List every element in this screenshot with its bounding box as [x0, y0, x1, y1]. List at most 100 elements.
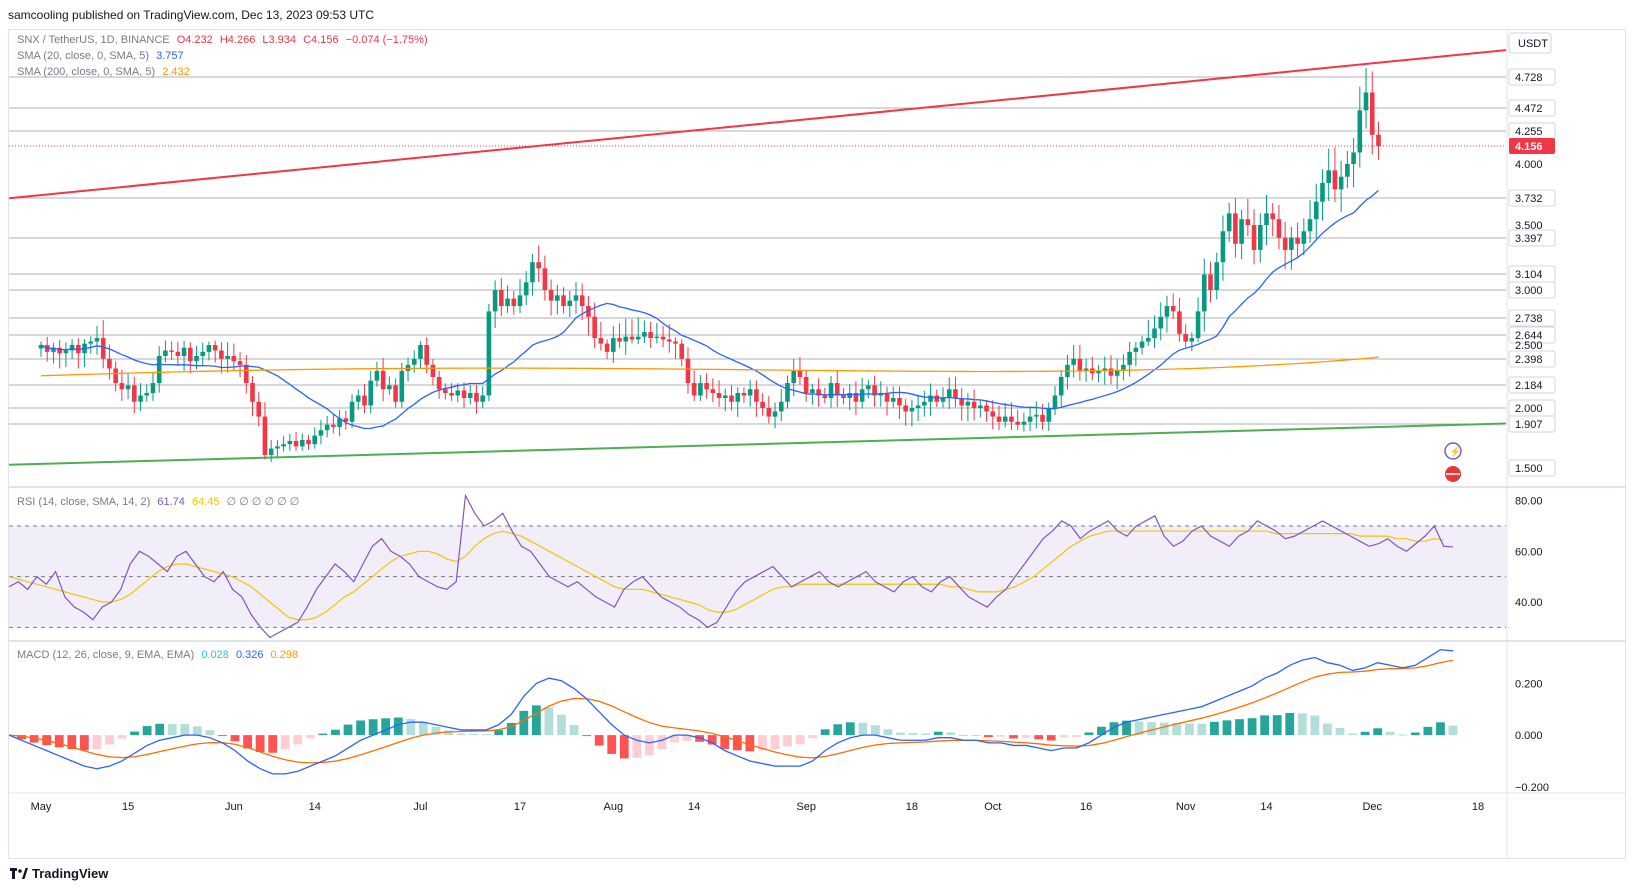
macd-hist-bar [494, 730, 504, 736]
lightning-icon [1444, 442, 1462, 460]
candle-body [691, 383, 697, 396]
price-level-badge [1508, 99, 1556, 117]
candle-body [853, 393, 859, 402]
candle-body [642, 332, 647, 337]
candle-body [1027, 416, 1033, 422]
candle-body [119, 383, 125, 390]
macd-hist-bar [167, 723, 177, 736]
price-tick-label: 1.907 [1515, 419, 1543, 431]
candle-body [922, 401, 927, 406]
macd-hist-bar [1197, 723, 1207, 736]
rsi-ma-value: 64.45 [191, 496, 220, 508]
macd-legend: MACD (12, 26, close, 9, EMA, EMA) 0.028 … [17, 649, 302, 661]
candle-body [623, 336, 629, 342]
candle-body [542, 268, 548, 290]
resistance-trendline [9, 49, 1507, 200]
macd-hist-bar [1172, 723, 1182, 736]
macd-hist-bar [632, 735, 642, 758]
candle-body [722, 395, 728, 398]
candle-body [511, 298, 517, 307]
candle-body [822, 395, 828, 398]
candle-body [219, 350, 224, 359]
candle-body [1127, 351, 1132, 365]
price-level-badge [1508, 189, 1556, 207]
macd-hist-bar [1360, 731, 1370, 736]
macd-hist-bar [958, 735, 968, 737]
macd-histogram [9, 705, 1458, 759]
macd-hist-bar [343, 724, 353, 736]
candle-body [1338, 176, 1344, 190]
candle-body [237, 361, 243, 365]
candle-body [716, 393, 722, 398]
macd-hist-bar [682, 735, 692, 741]
candle-body [635, 336, 641, 340]
macd-hist-bar [757, 735, 767, 751]
candle-body [1096, 370, 1101, 374]
price-tick-label: 2.398 [1515, 354, 1543, 366]
chart-frame[interactable]: 4.728 4.472 4.255 4.156 4.000 3.732 3.500 3.397… [8, 29, 1626, 859]
macd-hist-bar [1210, 721, 1219, 736]
price-tick-label: 3.397 [1515, 233, 1543, 245]
date-tick-label: 17 [514, 801, 526, 813]
macd-tick-label: 0.000 [1515, 730, 1543, 742]
macd-hist-bar [619, 735, 629, 759]
candle-body [816, 389, 821, 396]
candle-body [69, 345, 75, 351]
candle-body [965, 401, 971, 406]
macd-hist-bar [519, 710, 529, 736]
candle-body [374, 370, 380, 381]
candle-body [424, 345, 429, 365]
candle-body [940, 398, 946, 402]
candle-body [810, 389, 815, 393]
candle-body [1189, 338, 1195, 342]
macd-hist-bar [808, 735, 818, 739]
candle-body [648, 332, 653, 339]
macd-hist-bar [607, 735, 617, 754]
macd-tick-label: −0.200 [1515, 782, 1549, 794]
sma20-value: 3.757 [156, 50, 184, 62]
macd-hist-bar [1373, 728, 1383, 736]
macd-hist-bar [368, 719, 378, 736]
price-tick-label: 2.500 [1515, 340, 1543, 352]
candle-body [859, 389, 865, 402]
symbol-legend: SNX / TetherUS, 1D, BINANCE O4.232 H4.26… [17, 34, 432, 46]
candle-body [1326, 170, 1332, 184]
candle-body [393, 385, 398, 402]
macd-hist-bar [1097, 726, 1106, 736]
candle-body [125, 385, 131, 390]
candle-body [797, 370, 803, 377]
date-tick-label: Sep [796, 801, 816, 813]
date-tick-label: 14 [309, 801, 321, 813]
tradingview-footer[interactable]: TradingView [10, 866, 108, 881]
macd-hist-bar [230, 735, 240, 742]
candle-body [1357, 110, 1363, 153]
candle-body [841, 395, 846, 398]
candle-body [362, 395, 367, 406]
macd-hist-bar [1147, 722, 1157, 736]
macd-hist-bar [720, 735, 730, 749]
price-level-badge [1508, 68, 1556, 86]
candle-body [181, 347, 187, 356]
macd-hist-bar [1159, 722, 1169, 736]
macd-hist-bar [833, 724, 843, 736]
chart-svg[interactable]: 4.728 4.472 4.255 4.156 4.000 3.732 3.5003.397… [9, 30, 1625, 858]
candle-body [903, 405, 908, 412]
candle-body [1282, 237, 1288, 250]
date-tick-label: Aug [604, 801, 624, 813]
candle-body [1145, 338, 1151, 342]
price-tick-label: 1.500 [1515, 463, 1543, 475]
date-tick-label: Jul [413, 801, 427, 813]
candle-body [387, 385, 392, 390]
macd-hist-bar [984, 735, 993, 738]
candle-body [144, 393, 150, 396]
candle-body [88, 341, 94, 344]
macd-hist-bar [1071, 735, 1081, 737]
macd-hist-bar [569, 725, 579, 736]
macd-hist-bar [921, 733, 931, 736]
macd-hist-bar [1297, 713, 1307, 736]
candle-body [772, 411, 778, 417]
candle-body [256, 401, 262, 417]
candle-body [1264, 213, 1269, 225]
candle-body [1152, 328, 1157, 339]
candle-body [517, 295, 523, 307]
